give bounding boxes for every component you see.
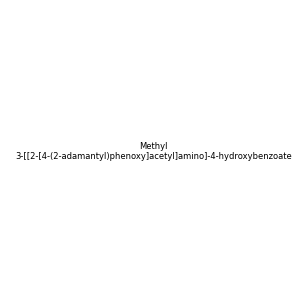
Text: Methyl 3-[[2-[4-(2-adamantyl)phenoxy]acetyl]amino]-4-hydroxybenzoate: Methyl 3-[[2-[4-(2-adamantyl)phenoxy]ace… [15, 142, 292, 161]
